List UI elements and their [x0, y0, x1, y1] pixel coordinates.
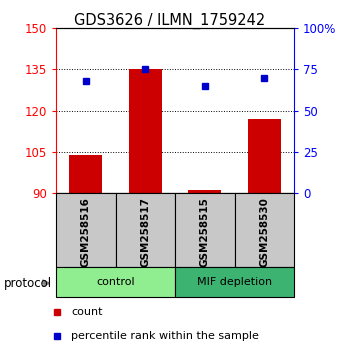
Text: GSM258530: GSM258530	[259, 197, 269, 267]
Bar	[175, 193, 235, 267]
Bar	[235, 193, 294, 267]
Bar	[175, 267, 294, 297]
Text: percentile rank within the sample: percentile rank within the sample	[71, 331, 259, 341]
Text: count: count	[71, 307, 103, 318]
Text: GSM258517: GSM258517	[140, 196, 150, 267]
Text: GDS3626 / ILMN_1759242: GDS3626 / ILMN_1759242	[74, 12, 266, 29]
Bar	[69, 154, 102, 193]
Bar	[129, 69, 162, 193]
Text: MIF depletion: MIF depletion	[197, 277, 272, 287]
Bar	[116, 193, 175, 267]
Text: GSM258515: GSM258515	[200, 197, 210, 267]
Text: protocol: protocol	[3, 277, 52, 290]
Bar	[56, 267, 175, 297]
Bar	[56, 193, 116, 267]
Bar	[188, 190, 221, 193]
Bar	[248, 119, 281, 193]
Text: control: control	[96, 277, 135, 287]
Text: GSM258516: GSM258516	[81, 197, 91, 267]
